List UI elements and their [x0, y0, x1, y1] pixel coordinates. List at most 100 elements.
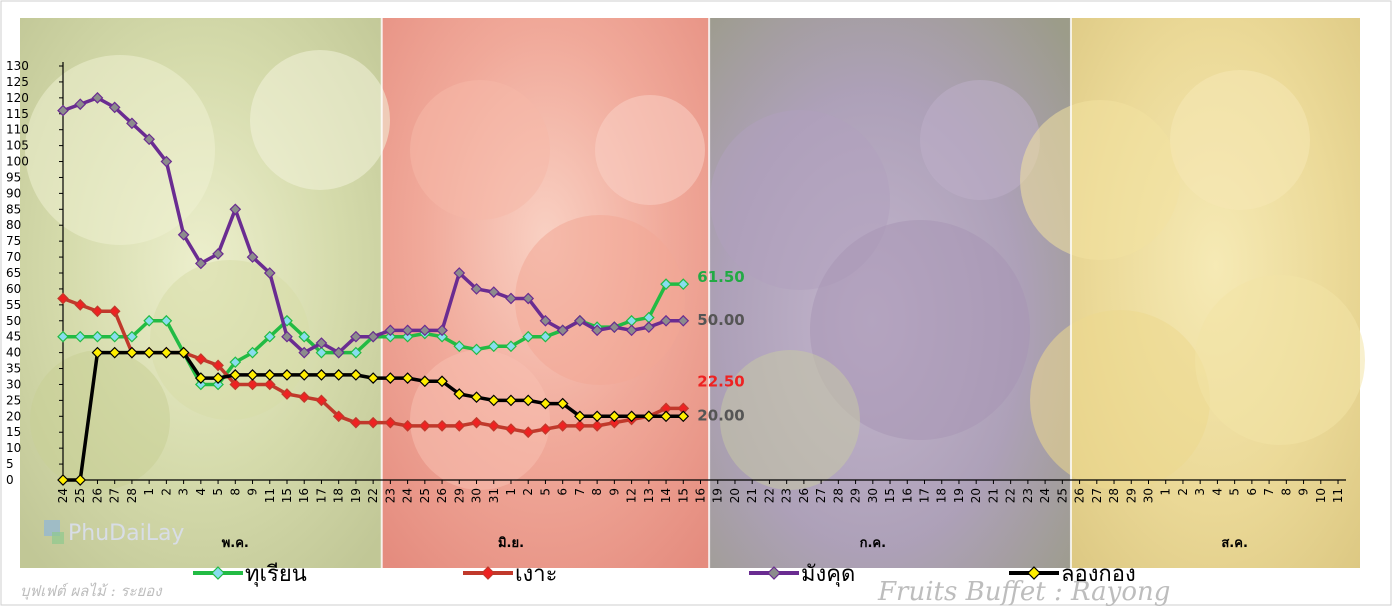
- data-point: [350, 369, 362, 381]
- y-tick-label: 120: [6, 91, 29, 105]
- data-point: [384, 416, 397, 429]
- x-tick-label: 26: [1073, 488, 1087, 503]
- data-point: [660, 278, 672, 290]
- data-point: [281, 369, 293, 381]
- y-tick-label: 130: [6, 59, 29, 73]
- data-point: [556, 324, 569, 337]
- data-point: [263, 330, 276, 343]
- month-labels: พ.ค. มิ.ย. ก.ค. ส.ค.: [222, 536, 1248, 551]
- bg-panel-rambutan-texture: [410, 350, 550, 490]
- data-point: [281, 388, 293, 400]
- data-point: [539, 330, 552, 343]
- data-point: [539, 397, 552, 410]
- x-tick-label: 25: [73, 488, 87, 503]
- data-point: [91, 91, 104, 104]
- data-point: [436, 375, 448, 388]
- legend-swatch-marker: [767, 566, 781, 580]
- data-point: [487, 340, 500, 353]
- x-tick-label: 11: [263, 488, 277, 503]
- end-value-label: 50.00: [697, 311, 744, 329]
- watermark-right: Fruits Buffet : Rayong: [877, 577, 1170, 606]
- bg-panel-longkong-texture: [1195, 275, 1365, 445]
- data-point: [591, 420, 603, 432]
- x-tick-label: 25: [418, 488, 432, 503]
- data-point: [57, 104, 69, 117]
- data-point: [556, 420, 569, 432]
- data-point: [126, 330, 138, 343]
- data-point: [522, 394, 535, 407]
- x-tick-label: 17: [918, 488, 932, 503]
- x-tick-label: 9: [607, 488, 621, 496]
- data-point: [332, 410, 345, 423]
- data-point: [436, 420, 448, 432]
- x-tick-label: 24: [56, 488, 70, 503]
- x-tick-label: 1: [1159, 488, 1173, 496]
- x-tick-label: 9: [1297, 488, 1311, 496]
- data-point: [522, 330, 535, 343]
- data-point: [418, 324, 431, 337]
- data-point: [298, 391, 311, 404]
- bg-panel-mangosteen-texture: [920, 80, 1040, 200]
- x-tick-label: 2: [159, 488, 173, 496]
- data-point: [263, 267, 276, 279]
- month-label: ส.ค.: [1221, 536, 1248, 551]
- x-tick-label: 22: [1004, 488, 1018, 503]
- data-point: [384, 372, 397, 384]
- x-tick-label: 26: [797, 488, 811, 503]
- series-2: [57, 91, 690, 359]
- data-point: [470, 343, 483, 356]
- bg-panel-rambutan-texture: [515, 215, 685, 385]
- legend-swatch-marker: [481, 566, 495, 580]
- x-tick-label: 5: [1228, 488, 1242, 496]
- x-tick-label: 7: [573, 488, 587, 496]
- bg-panel-longkong-texture: [1030, 310, 1210, 490]
- bg-panel-durian-texture: [250, 50, 390, 190]
- y-tick-label: 60: [6, 282, 21, 296]
- data-point: [246, 378, 259, 391]
- y-tick-label: 45: [6, 330, 21, 344]
- data-point: [436, 330, 448, 343]
- data-point: [298, 346, 311, 359]
- data-point: [229, 369, 242, 381]
- bg-panel-longkong-texture: [1020, 100, 1180, 260]
- data-point: [212, 248, 224, 260]
- x-tick-label: 24: [1038, 488, 1052, 503]
- data-point: [487, 420, 500, 432]
- x-tick-label: 28: [125, 488, 139, 503]
- data-point: [315, 346, 328, 359]
- y-tick-label: 125: [6, 75, 29, 89]
- bg-panel-rambutan-texture: [410, 80, 550, 220]
- x-tick-label: 15: [883, 488, 897, 503]
- x-tick-label: 11: [1331, 488, 1345, 503]
- data-point: [212, 372, 224, 384]
- axes: [62, 62, 1347, 481]
- data-point: [229, 203, 242, 216]
- bg-panel-mangosteen-texture: [810, 220, 1030, 440]
- data-point: [384, 324, 397, 337]
- data-point: [350, 330, 362, 343]
- x-tick-label: 31: [487, 488, 501, 503]
- x-tick-label: 15: [676, 488, 690, 503]
- x-tick-label: 28: [1107, 488, 1121, 503]
- x-tick-label: 26: [435, 488, 449, 503]
- data-point: [522, 292, 535, 305]
- data-point: [574, 314, 586, 327]
- bg-panel-mangosteen-texture: [710, 110, 890, 290]
- data-point: [126, 117, 138, 130]
- data-point: [143, 314, 155, 327]
- x-tick-label: 4: [194, 488, 208, 496]
- data-point: [608, 410, 621, 423]
- data-point: [677, 410, 690, 423]
- end-value-label: 22.50: [697, 372, 744, 390]
- x-tick-label: 3: [1193, 488, 1207, 496]
- x-tick-label: 16: [297, 488, 311, 503]
- data-point: [315, 369, 328, 381]
- y-tick-label: 30: [6, 377, 21, 391]
- x-tick-label: 19: [952, 488, 966, 503]
- x-tick-label: 25: [1055, 488, 1069, 503]
- data-point: [57, 330, 69, 343]
- background-fruit-panels: [20, 18, 1365, 568]
- data-point: [194, 378, 207, 391]
- y-tick-label: 20: [6, 409, 21, 423]
